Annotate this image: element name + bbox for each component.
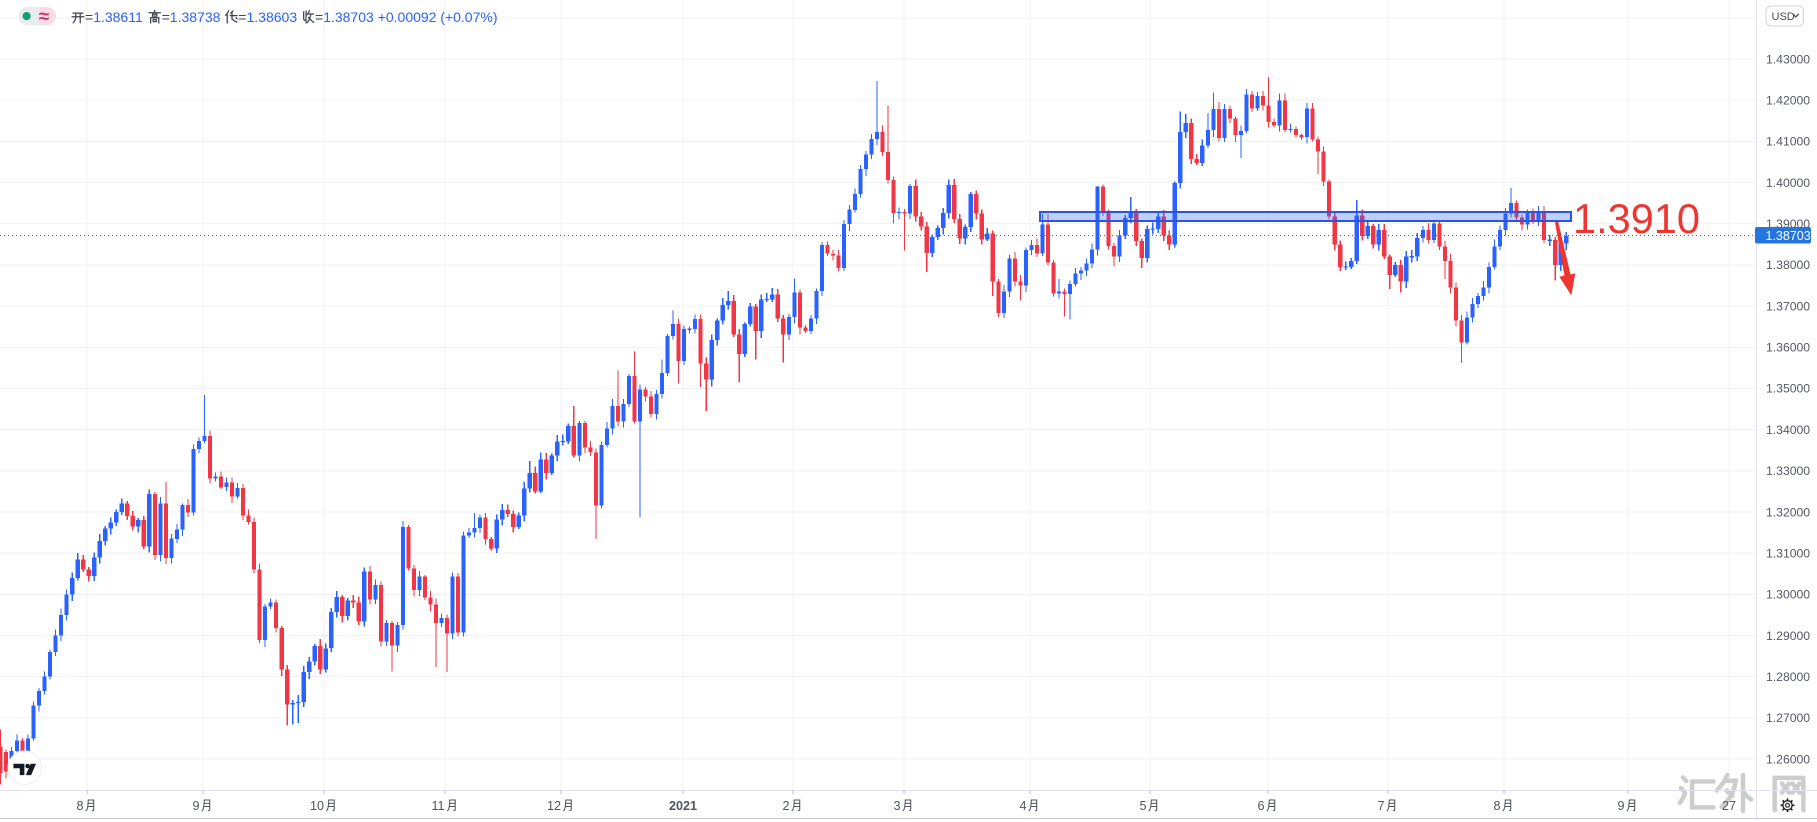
svg-text:11: 11 (431, 799, 444, 813)
svg-text:1.32000: 1.32000 (1766, 505, 1810, 519)
svg-text:1.35000: 1.35000 (1766, 382, 1810, 396)
svg-text:1.34000: 1.34000 (1766, 423, 1810, 437)
svg-text:1.42000: 1.42000 (1766, 94, 1810, 108)
svg-text:7: 7 (1377, 799, 1384, 813)
svg-text:6: 6 (1257, 799, 1264, 813)
svg-text:=: = (238, 9, 246, 25)
svg-text:9: 9 (192, 799, 199, 813)
svg-text:3: 3 (893, 799, 900, 813)
svg-text:1.28000: 1.28000 (1766, 670, 1810, 684)
svg-text:1.30000: 1.30000 (1766, 588, 1810, 602)
svg-text:1.3910: 1.3910 (1573, 195, 1700, 242)
svg-text:10: 10 (310, 799, 324, 813)
svg-text:1.40000: 1.40000 (1766, 176, 1810, 190)
svg-text:8: 8 (76, 799, 83, 813)
svg-text:1.29000: 1.29000 (1766, 629, 1810, 643)
svg-text:4: 4 (1019, 799, 1026, 813)
svg-text:1.41000: 1.41000 (1766, 135, 1810, 149)
svg-text:1.33000: 1.33000 (1766, 464, 1810, 478)
svg-text:9: 9 (1617, 799, 1624, 813)
svg-text:1.27000: 1.27000 (1766, 711, 1810, 725)
svg-text:1.38703: 1.38703 (1766, 229, 1811, 243)
svg-text:(+0.07%): (+0.07%) (440, 9, 497, 25)
svg-text:1.38703: 1.38703 (323, 9, 374, 25)
svg-text:1.38603: 1.38603 (247, 9, 298, 25)
svg-text:1.38738: 1.38738 (170, 9, 221, 25)
svg-text:=: = (162, 9, 170, 25)
svg-text:1.37000: 1.37000 (1766, 299, 1810, 313)
svg-text:1.31000: 1.31000 (1766, 547, 1810, 561)
svg-text:≈: ≈ (39, 6, 50, 27)
svg-text:+0.00092: +0.00092 (378, 9, 437, 25)
svg-text:1.26000: 1.26000 (1766, 752, 1810, 766)
svg-text:1.36000: 1.36000 (1766, 341, 1810, 355)
svg-text:12: 12 (547, 799, 561, 813)
svg-text:5: 5 (1139, 799, 1146, 813)
svg-text:2: 2 (782, 799, 789, 813)
svg-text:=: = (315, 9, 323, 25)
svg-text:1.38000: 1.38000 (1766, 258, 1810, 272)
svg-text:1.38611: 1.38611 (93, 9, 143, 25)
svg-text:8: 8 (1493, 799, 1500, 813)
svg-text:27: 27 (1722, 799, 1736, 813)
svg-text:USD: USD (1772, 11, 1795, 23)
svg-text:2021: 2021 (669, 799, 697, 813)
svg-text:1.43000: 1.43000 (1766, 52, 1810, 66)
svg-text:=: = (85, 9, 93, 25)
